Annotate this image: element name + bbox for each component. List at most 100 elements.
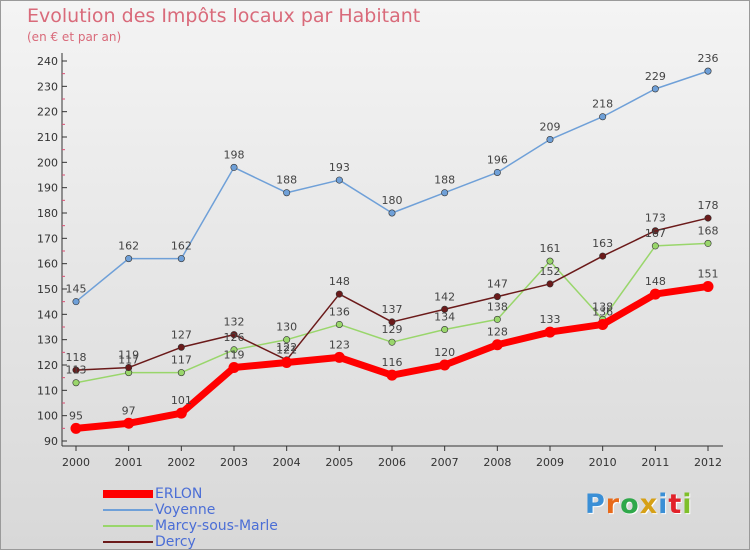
data-point: [704, 214, 712, 222]
data-label: 148: [645, 275, 666, 288]
data-label: 113: [66, 364, 87, 377]
data-point: [441, 305, 449, 313]
proxiti-logo: Proxiti: [585, 489, 693, 520]
data-point: [230, 346, 238, 354]
data-point: [388, 209, 396, 217]
data-point: [70, 422, 82, 434]
y-tick-label: 190: [37, 182, 58, 195]
x-tick-label: 2011: [641, 456, 669, 469]
legend-label: Dercy: [155, 534, 196, 550]
data-label: 134: [434, 311, 455, 324]
data-point: [388, 318, 396, 326]
y-tick-label: 110: [37, 384, 58, 397]
data-label: 126: [224, 331, 245, 344]
data-point: [651, 242, 659, 250]
data-label: 101: [171, 394, 192, 407]
logo-letter: i: [658, 489, 669, 520]
data-label: 119: [224, 349, 245, 362]
data-point: [441, 326, 449, 334]
data-point: [651, 85, 659, 93]
data-label: 116: [382, 356, 403, 369]
data-point: [177, 255, 185, 263]
data-label: 209: [540, 121, 561, 134]
data-label: 180: [382, 194, 403, 207]
y-tick-label: 240: [37, 55, 58, 68]
x-tick-label: 2012: [694, 456, 722, 469]
data-label: 188: [434, 174, 455, 187]
data-point: [281, 356, 293, 368]
data-label: 162: [118, 240, 139, 253]
x-tick-label: 2007: [431, 456, 459, 469]
data-label: 121: [276, 343, 297, 356]
x-tick-label: 2006: [378, 456, 406, 469]
data-point: [493, 293, 501, 301]
legend-label: ERLON: [155, 486, 203, 502]
y-tick-label: 130: [37, 334, 58, 347]
data-point: [335, 176, 343, 184]
data-label: 133: [540, 313, 561, 326]
data-point: [335, 290, 343, 298]
y-tick-label: 90: [44, 435, 58, 448]
legend-swatch: [103, 509, 153, 511]
data-label: 168: [698, 224, 719, 237]
logo-letter: P: [585, 489, 606, 520]
y-tick-label: 210: [37, 131, 58, 144]
data-point: [177, 369, 185, 377]
data-label: 178: [698, 199, 719, 212]
data-label: 130: [276, 321, 297, 334]
logo-letter: t: [668, 489, 683, 520]
data-point: [177, 343, 185, 351]
data-label: 137: [382, 303, 403, 316]
data-label: 196: [487, 153, 508, 166]
data-point: [72, 366, 80, 374]
data-point: [388, 338, 396, 346]
y-tick-label: 200: [37, 156, 58, 169]
legend-swatch: [103, 541, 153, 543]
data-point: [333, 351, 345, 363]
data-label: 122: [276, 341, 297, 354]
data-label: 95: [69, 409, 83, 422]
data-point: [441, 189, 449, 197]
data-label: 218: [592, 98, 613, 111]
data-label: 128: [487, 326, 508, 339]
data-label: 162: [171, 240, 192, 253]
data-label: 193: [329, 161, 350, 174]
series-line-voyenne: [75, 70, 709, 303]
x-tick-label: 2005: [325, 456, 353, 469]
x-tick-label: 2009: [536, 456, 564, 469]
data-point: [283, 336, 291, 344]
data-point: [386, 369, 398, 381]
data-label: 229: [645, 70, 666, 83]
data-label: 97: [122, 404, 136, 417]
data-label: 161: [540, 242, 561, 255]
data-label: 145: [66, 283, 87, 296]
legend-swatch: [103, 525, 153, 527]
data-label: 136: [329, 305, 350, 318]
data-label: 198: [224, 148, 245, 161]
y-tick-label: 230: [37, 80, 58, 93]
data-label: 136: [592, 305, 613, 318]
data-point: [491, 339, 503, 351]
logo-letter: r: [605, 489, 621, 520]
data-point: [544, 326, 556, 338]
x-tick-label: 2002: [167, 456, 195, 469]
x-tick-label: 2001: [115, 456, 143, 469]
data-point: [123, 417, 135, 429]
data-label: 132: [224, 316, 245, 329]
data-point: [228, 362, 240, 374]
y-tick-label: 140: [37, 308, 58, 321]
data-label: 118: [66, 351, 87, 364]
data-point: [546, 280, 554, 288]
data-point: [125, 364, 133, 372]
data-label: 129: [382, 323, 403, 336]
data-point: [649, 288, 661, 300]
y-tick-label: 170: [37, 232, 58, 245]
legend-label: Marcy-sous-Marle: [155, 518, 278, 534]
data-label: 117: [171, 354, 192, 367]
data-point: [283, 189, 291, 197]
y-tick-label: 220: [37, 106, 58, 119]
data-label: 147: [487, 278, 508, 291]
legend-swatch: [103, 490, 153, 498]
data-label: 119: [118, 349, 139, 362]
data-point: [230, 163, 238, 171]
